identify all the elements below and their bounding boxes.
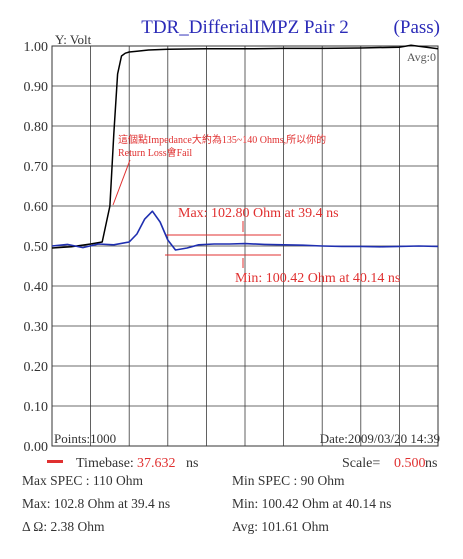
curves xyxy=(51,44,439,251)
tdr-voltage-curve xyxy=(51,44,439,249)
delta-summary: Δ Ω: 2.38 Ohm xyxy=(22,519,105,534)
min-spec: Min SPEC : 90 Ohm xyxy=(232,473,345,488)
impedance-curve xyxy=(51,210,439,251)
scale-label: Scale= xyxy=(342,456,380,470)
y-tick-label: 0.70 xyxy=(24,160,49,175)
max-spec: Max SPEC : 110 Ohm xyxy=(22,473,144,488)
timebase-value: 37.632 xyxy=(137,456,176,470)
scale-value: 0.500 xyxy=(394,456,426,470)
timebase-unit: ns xyxy=(186,456,198,470)
min-summary: Min: 100.42 Ohm at 40.14 ns xyxy=(232,496,392,511)
y-axis-label: Y: Volt xyxy=(55,32,92,47)
max-annotation: Max: 102.80 Ohm at 39.4 ns xyxy=(178,206,339,221)
scale-unit: ns xyxy=(425,456,437,470)
y-tick-label: 1.00 xyxy=(24,40,49,55)
note-line-1: 這個點Impedance大約為135~140 Ohms,所以你的 xyxy=(118,133,326,146)
y-tick-label: 0.90 xyxy=(24,80,49,95)
note-pointer xyxy=(112,159,131,206)
y-tick-label: 0.50 xyxy=(24,240,49,255)
avg-label: Avg:0 xyxy=(407,50,436,64)
y-tick-label: 0.40 xyxy=(24,280,49,295)
status-label: (Pass) xyxy=(394,17,440,38)
avg-summary: Avg: 101.61 Ohm xyxy=(232,519,329,534)
min-annotation: Min: 100.42 Ohm at 40.14 ns xyxy=(235,271,400,286)
y-tick-label: 0.00 xyxy=(24,440,49,455)
timebase-label: Timebase: xyxy=(76,456,134,470)
y-tick-label: 0.10 xyxy=(24,400,49,415)
spec-window xyxy=(112,159,281,268)
y-tick-labels: 0.00 0.10 0.20 0.30 0.40 0.50 0.60 0.70 0.80 0.90… xyxy=(24,40,49,455)
chart-title: TDR_DifferialIMPZ Pair 2 xyxy=(141,17,349,38)
y-tick-label: 0.60 xyxy=(24,200,49,215)
y-tick-label: 0.80 xyxy=(24,120,49,135)
date-label: Date:2009/03/20 14:39 xyxy=(320,431,440,446)
max-summary: Max: 102.8 Ohm at 39.4 ns xyxy=(22,496,171,511)
timebase-marker xyxy=(47,460,63,463)
y-tick-label: 0.20 xyxy=(24,360,49,375)
y-tick-label: 0.30 xyxy=(24,320,49,335)
tdr-chart: 0.00 0.10 0.20 0.30 0.40 0.50 0.60 0.70 0.80 0.90… xyxy=(24,17,441,470)
note-line-2: Return Loss會Fail xyxy=(118,146,192,159)
points-label: Points:1000 xyxy=(54,431,116,446)
